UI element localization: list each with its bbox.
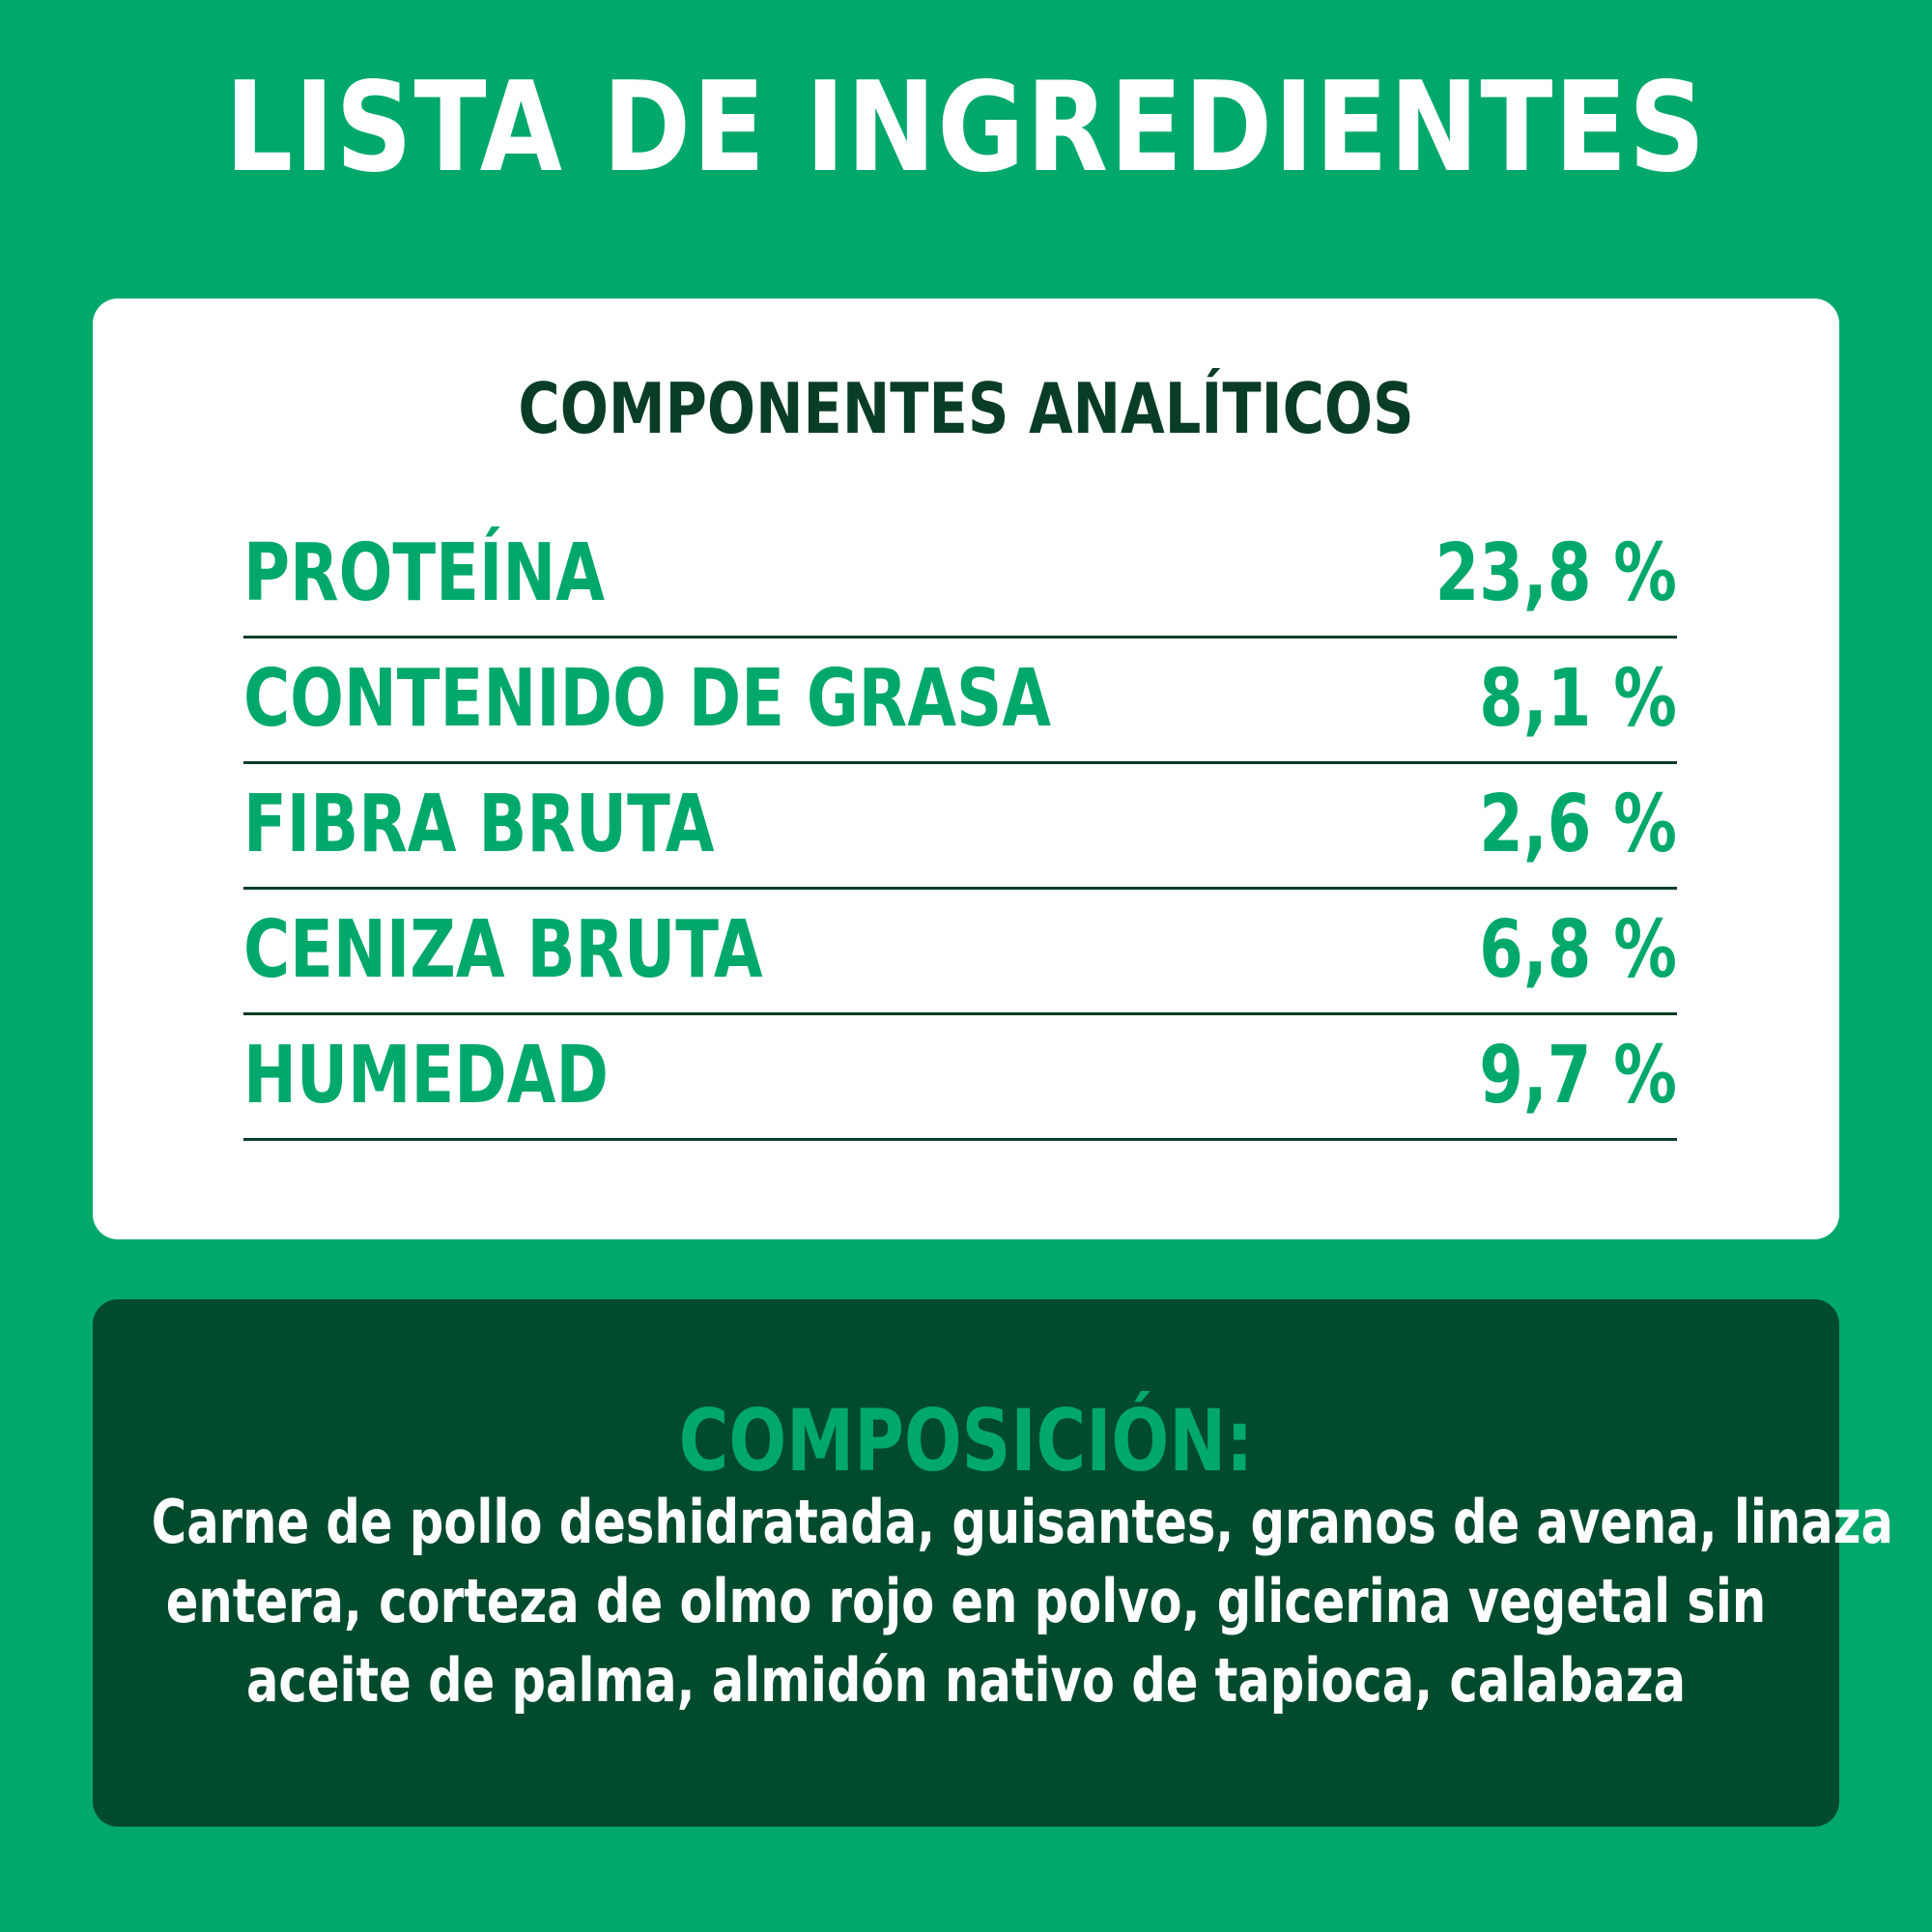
composition-line: aceite de palma, almidón nativo de tapio… [245, 1645, 1687, 1716]
composition-line: Carne de pollo deshidratada, guisantes, … [151, 1487, 1893, 1557]
analytical-components-card: COMPONENTES ANALÍTICOS PROTEÍNA 23,8 % C… [93, 298, 1839, 1239]
page-title: LISTA DE INGREDIENTES [224, 56, 1708, 200]
row-label: HUMEDAD [243, 1030, 609, 1122]
analytics-row-fat: CONTENIDO DE GRASA 8,1 % [243, 639, 1677, 764]
row-value: 6,8 % [1479, 904, 1677, 996]
row-label: CENIZA BRUTA [243, 904, 763, 996]
row-label: PROTEÍNA [243, 527, 605, 619]
composition-text: Carne de pollo deshidratada, guisantes, … [151, 1483, 1893, 1720]
analytical-components-heading: COMPONENTES ANALÍTICOS [518, 368, 1414, 449]
row-value: 2,6 % [1479, 779, 1677, 870]
row-value: 23,8 % [1435, 527, 1677, 619]
analytics-row-ash: CENIZA BRUTA 6,8 % [243, 890, 1677, 1015]
analytical-components-list: PROTEÍNA 23,8 % CONTENIDO DE GRASA 8,1 %… [243, 513, 1677, 1141]
composition-heading: COMPOSICIÓN: [678, 1391, 1254, 1491]
row-value: 8,1 % [1479, 653, 1677, 745]
row-label: CONTENIDO DE GRASA [243, 653, 1051, 745]
row-label: FIBRA BRUTA [243, 779, 715, 870]
analytics-row-protein: PROTEÍNA 23,8 % [243, 513, 1677, 639]
row-value: 9,7 % [1479, 1030, 1677, 1122]
analytics-row-moisture: HUMEDAD 9,7 % [243, 1015, 1677, 1141]
composition-line: entera, corteza de olmo rojo en polvo, g… [165, 1566, 1767, 1636]
analytics-row-fiber: FIBRA BRUTA 2,6 % [243, 764, 1677, 890]
composition-card: COMPOSICIÓN: Carne de pollo deshidratada… [93, 1299, 1893, 1827]
